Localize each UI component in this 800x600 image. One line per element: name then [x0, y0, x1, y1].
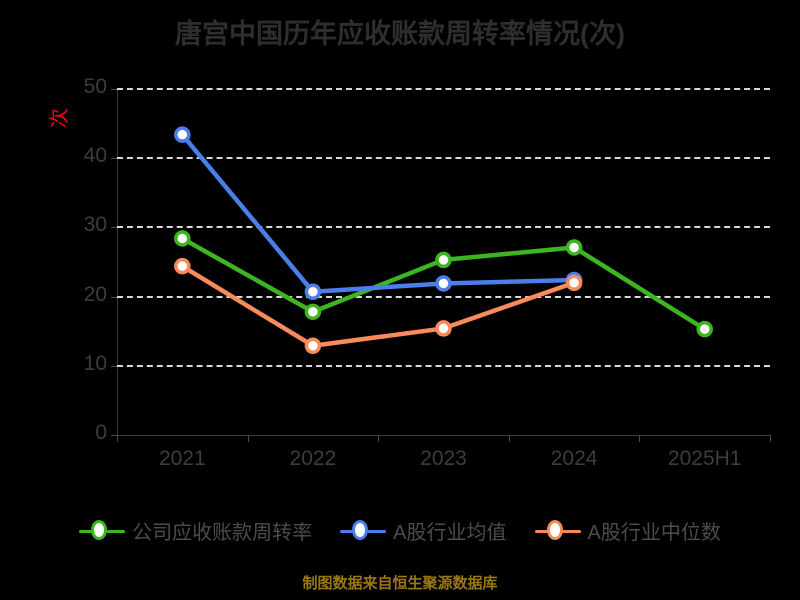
y-axis-unit-label: 次	[47, 108, 71, 128]
legend-dot-icon	[91, 519, 108, 540]
legend-label: A股行业中位数	[587, 522, 721, 544]
chart-legend: 公司应收账款周转率 A股行业均值 A股行业中位数	[0, 516, 800, 545]
legend-label: 公司应收账款周转率	[132, 522, 313, 544]
gridline	[117, 226, 770, 229]
x-axis-tick-mark	[117, 435, 118, 442]
y-axis-tick-mark	[111, 296, 117, 298]
legend-item-3[interactable]: A股行业中位数	[534, 516, 721, 545]
y-axis-tick-label: 10	[83, 351, 107, 375]
y-axis-tick-label: 40	[83, 144, 107, 168]
gridline	[117, 295, 770, 298]
y-axis-tick-mark	[111, 435, 117, 436]
plot-area	[117, 89, 770, 435]
legend-marker-icon	[534, 519, 581, 543]
y-axis-tick-label: 20	[83, 282, 107, 306]
x-axis-tick-mark	[508, 435, 510, 442]
gridline	[117, 364, 770, 367]
x-axis-tick-label: 2021	[158, 447, 206, 470]
x-axis-tick-mark	[247, 435, 249, 442]
legend-item-2[interactable]: A股行业均值	[340, 516, 507, 545]
x-axis-tick-label: 2025H1	[667, 447, 742, 470]
y-axis-tick-label: 0	[95, 421, 107, 444]
legend-marker-icon	[79, 519, 126, 543]
legend-dot-icon	[352, 519, 369, 540]
chart-title: 唐宫中国历年应收账款周转率情况(次)	[175, 19, 625, 49]
y-axis-tick-mark	[111, 89, 117, 90]
legend-item-1[interactable]: 公司应收账款周转率	[79, 516, 312, 545]
y-axis-line	[117, 89, 118, 436]
x-axis-tick-mark	[770, 435, 771, 442]
legend-label: A股行业均值	[393, 522, 507, 544]
y-axis-tick-mark	[111, 227, 117, 229]
gridline	[117, 157, 770, 160]
y-axis-tick-mark	[111, 158, 117, 160]
x-axis-tick-mark	[378, 435, 380, 442]
gridline	[117, 88, 770, 90]
y-axis-tick-mark	[111, 365, 117, 367]
x-axis-tick-mark	[639, 435, 641, 442]
legend-dot-icon	[546, 519, 563, 540]
y-axis-tick-label: 30	[83, 213, 107, 237]
y-axis-tick-label: 50	[83, 75, 107, 98]
x-axis-tick-label: 2022	[289, 447, 337, 470]
legend-marker-icon	[340, 519, 387, 543]
x-axis-tick-label: 2024	[550, 447, 598, 470]
x-axis-line	[117, 435, 770, 436]
footer-source-note: 制图数据来自恒生聚源数据库	[302, 575, 498, 592]
x-axis-tick-label: 2023	[420, 447, 467, 470]
